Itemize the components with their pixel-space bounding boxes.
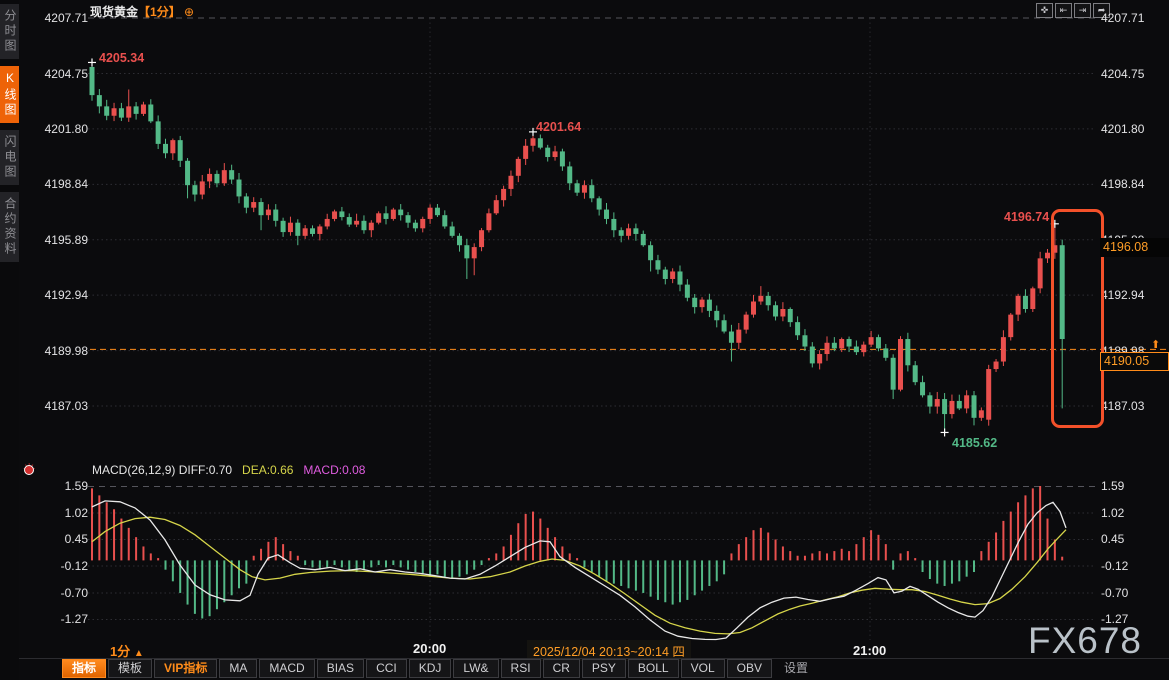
instrument-name: 现货黄金 xyxy=(90,5,139,19)
marked-price-label: 4196.74 xyxy=(1004,210,1050,224)
indicator-settings-icon[interactable]: ✳ xyxy=(21,462,37,478)
toolbar-button-CR[interactable]: CR xyxy=(542,659,580,678)
sidebar-tab-0[interactable]: 分时图 xyxy=(0,4,19,59)
price-axis-label-left: 4187.03 xyxy=(44,398,88,413)
price-axis-label-left: 4198.84 xyxy=(44,177,88,192)
toolbar-button-KDJ[interactable]: KDJ xyxy=(408,659,452,678)
macd-axis-label-left: 1.02 xyxy=(64,505,88,520)
macd-axis-label-right: -0.12 xyxy=(1101,558,1129,573)
time-tick-2100: 21:00 xyxy=(853,643,887,658)
macd-value: MACD:0.08 xyxy=(303,463,366,477)
sidebar-tab-1[interactable]: K线图 xyxy=(0,66,19,123)
price-axis-label-left: 4204.75 xyxy=(44,66,88,81)
move-tool-icon[interactable]: ✜ xyxy=(1036,3,1053,18)
price-axis-label-left: 4207.71 xyxy=(44,11,88,25)
price-axis-label-right: 4201.80 xyxy=(1101,121,1145,136)
sidebar-tab-3[interactable]: 合约资料 xyxy=(0,192,19,262)
marked-price-label: 4201.64 xyxy=(536,120,582,134)
macd-axis-label-right: 0.45 xyxy=(1101,532,1125,547)
macd-header: MACD(26,12,9) DIFF:0.70 DEA:0.66 MACD:0.08 xyxy=(92,463,375,477)
indicator-dot-icon xyxy=(24,465,34,475)
macd-dea-value: DEA:0.66 xyxy=(242,463,294,477)
watermark: FX678 xyxy=(1028,620,1143,661)
zoom-out-range-icon[interactable]: ⇤ xyxy=(1055,3,1072,18)
price-axis-label-right: 4198.84 xyxy=(1101,177,1145,192)
toolbar-button-VIP指标[interactable]: VIP指标 xyxy=(154,659,218,678)
toolbar-button-指标[interactable]: 指标 xyxy=(62,659,107,678)
period-selector[interactable]: 1分 ▲ xyxy=(110,641,144,660)
price-tag-upper: 4196.08 xyxy=(1100,238,1169,257)
period-tag: 【1分】 xyxy=(138,5,181,19)
candle-time-range-box: 2025/12/04 20:13~20:14 四 xyxy=(527,640,691,661)
goto-latest-icon[interactable]: ➦ xyxy=(1093,3,1110,18)
toolbar-button-BOLL[interactable]: BOLL xyxy=(627,659,679,678)
toolbar-button-LW&[interactable]: LW& xyxy=(453,659,499,678)
toolbar-button-PSY[interactable]: PSY xyxy=(581,659,626,678)
toolbar-button-MA[interactable]: MA xyxy=(219,659,258,678)
time-tick-2000: 20:00 xyxy=(413,641,447,656)
macd-axis-label-left: -0.70 xyxy=(60,585,88,600)
macd-formula-diff: MACD(26,12,9) DIFF:0.70 xyxy=(92,463,233,477)
toolbar-button-CCI[interactable]: CCI xyxy=(366,659,407,678)
chart-type-sidebar: 分时图 K线图闪电图合约资料 xyxy=(0,0,19,680)
macd-axis-label-right: -1.27 xyxy=(1101,612,1129,627)
period-dropdown-arrow-icon: ▲ xyxy=(133,648,144,659)
toolbar-button-BIAS[interactable]: BIAS xyxy=(316,659,365,678)
price-up-arrow-icon: ⬆ xyxy=(1151,339,1161,351)
price-axis-label-right: 4187.03 xyxy=(1101,398,1145,413)
toolbar-divider xyxy=(0,658,1169,659)
marked-price-label: 4185.62 xyxy=(952,436,998,450)
price-axis-label-right: 4207.71 xyxy=(1101,11,1145,25)
toolbar-button-设置[interactable]: 设置 xyxy=(783,661,808,675)
price-axis-label-left: 4195.89 xyxy=(44,232,88,247)
price-axis-label-right: 4204.75 xyxy=(1101,66,1145,81)
page-title: 现货黄金【1分】 ⊕ xyxy=(90,3,194,20)
price-axis-label-left: 4189.98 xyxy=(44,343,88,358)
add-compare-icon[interactable]: ⊕ xyxy=(184,5,195,19)
price-axis-label-left: 4201.80 xyxy=(44,121,88,136)
macd-axis-label-left: 1.59 xyxy=(64,479,88,494)
period-label: 1分 xyxy=(110,644,131,659)
price-axis-label-right: 4192.94 xyxy=(1101,288,1145,303)
chart-toolbar-icons: ✜ ⇤ ⇥ ➦ xyxy=(1036,3,1110,18)
macd-axis-label-right: 1.02 xyxy=(1101,505,1125,520)
zoom-in-range-icon[interactable]: ⇥ xyxy=(1074,3,1091,18)
macd-axis-label-left: 0.45 xyxy=(64,532,88,547)
macd-axis-label-right: 1.59 xyxy=(1101,479,1125,494)
toolbar-button-模板[interactable]: 模板 xyxy=(108,659,153,678)
sidebar-tab-2[interactable]: 闪电图 xyxy=(0,130,19,185)
macd-axis-label-left: -0.12 xyxy=(60,558,88,573)
toolbar-button-MACD[interactable]: MACD xyxy=(259,659,315,678)
toolbar-button-VOL[interactable]: VOL xyxy=(680,659,725,678)
current-price-tag: 4190.05 xyxy=(1100,352,1169,371)
marked-price-label: 4205.34 xyxy=(99,51,145,65)
toolbar-button-RSI[interactable]: RSI xyxy=(500,659,541,678)
macd-axis-label-right: -0.70 xyxy=(1101,585,1129,600)
toolbar-button-OBV[interactable]: OBV xyxy=(726,659,772,678)
macd-axis-label-left: -1.27 xyxy=(60,612,88,627)
highlight-box xyxy=(1051,209,1104,428)
indicator-toolbar: 指标 模板 VIP指标 MA MACD BIAS CCI KDJ LW& RSI CR PSY BOLL… xyxy=(62,659,818,679)
price-axis-label-left: 4192.94 xyxy=(44,288,88,303)
